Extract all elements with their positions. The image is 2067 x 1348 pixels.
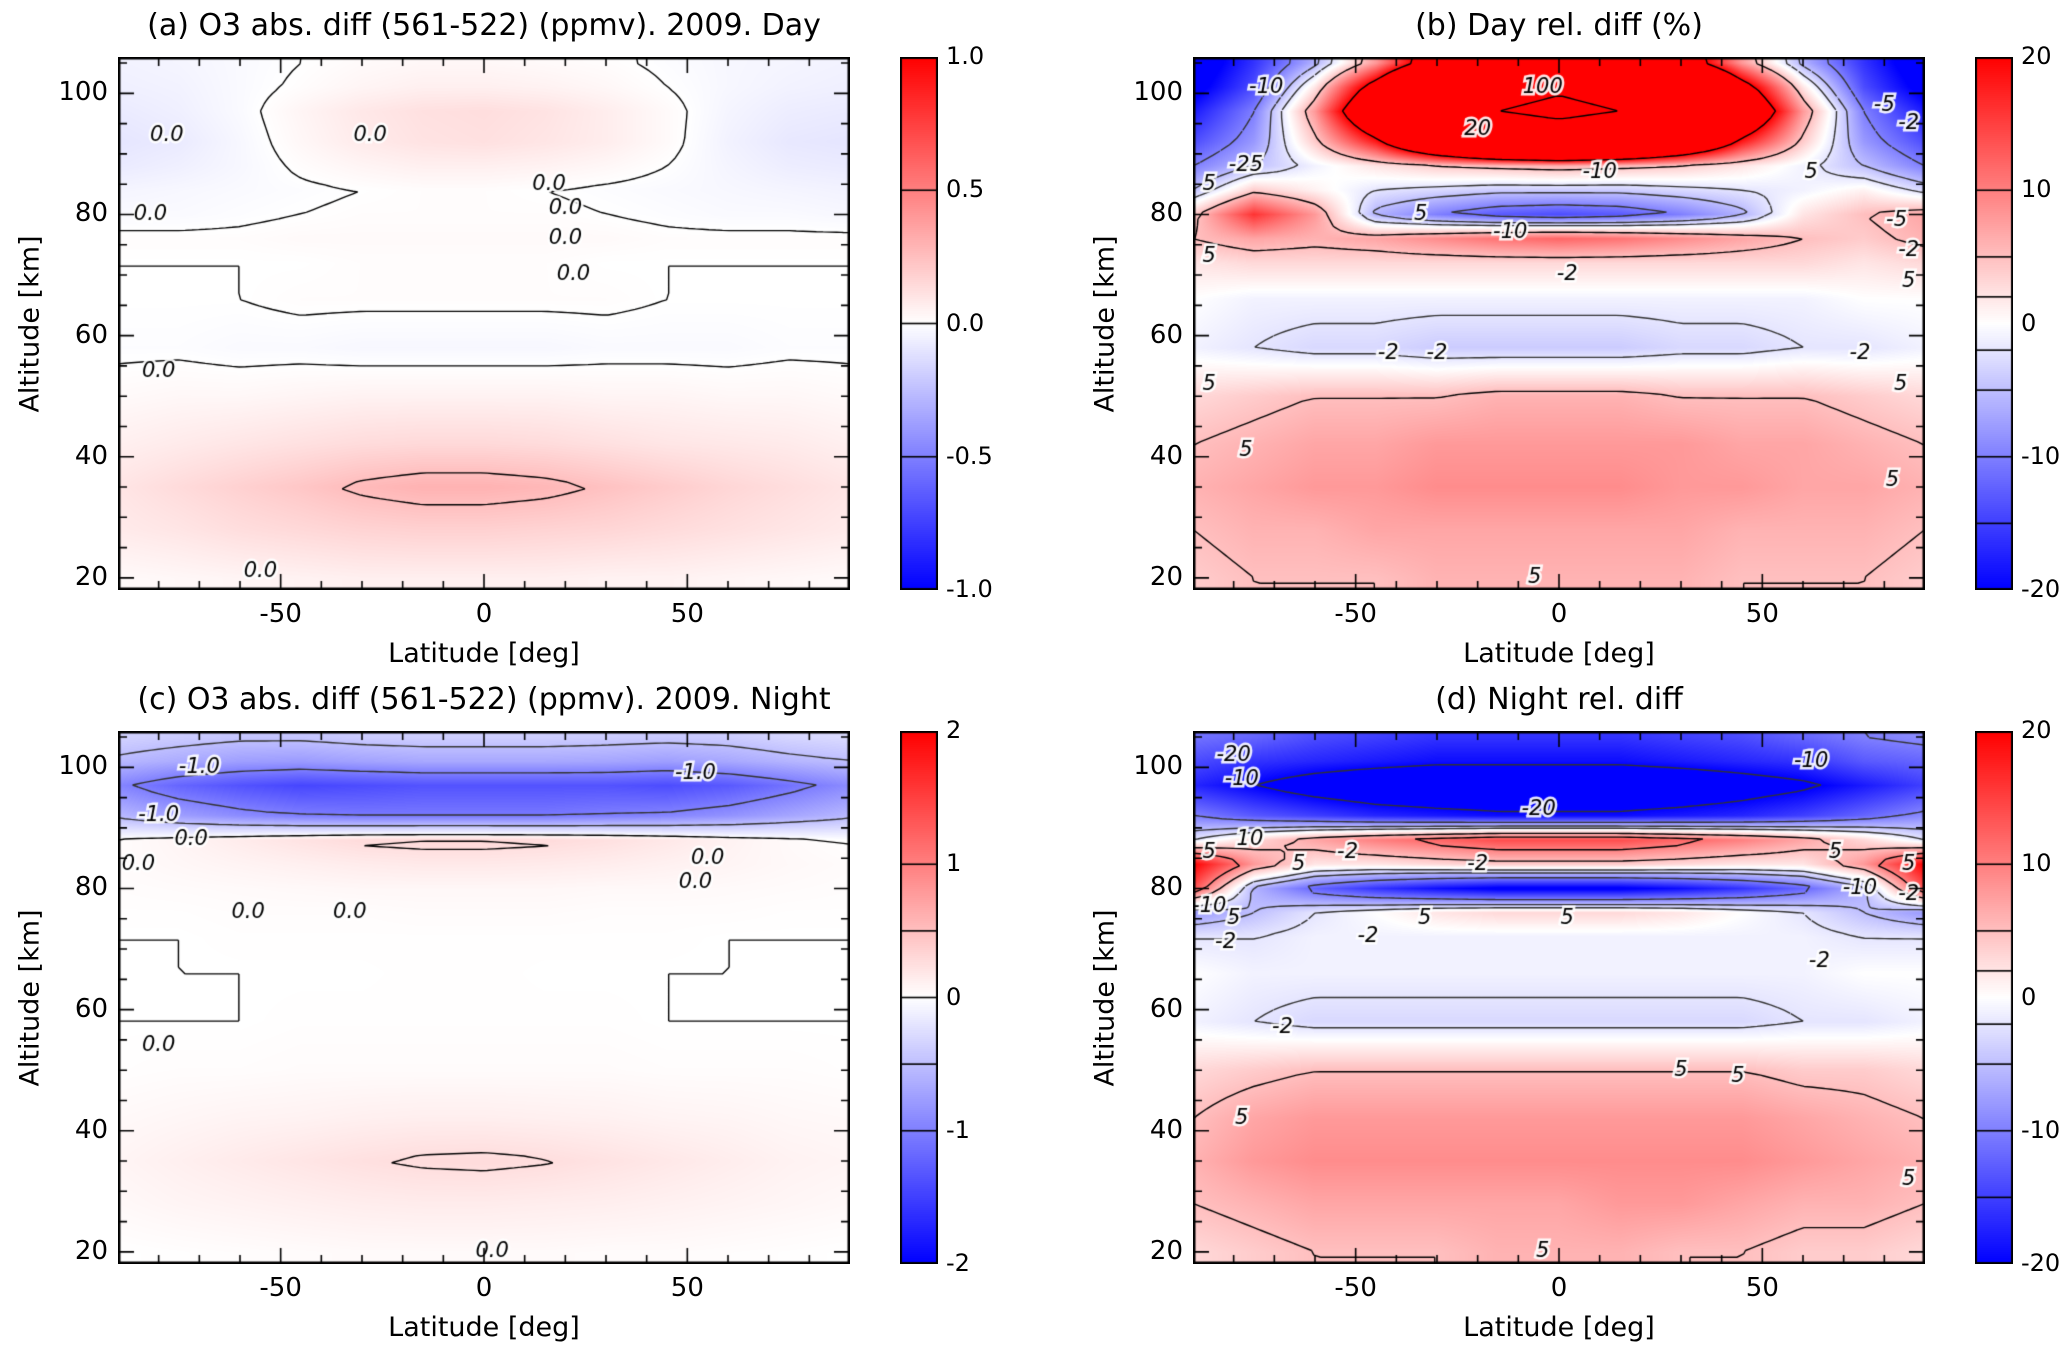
y-tick-label: 100 [1133, 77, 1183, 108]
panel-c-title: (c) O3 abs. diff (561-522) (ppmv). 2009.… [137, 682, 831, 717]
panel-b-title: (b) Day rel. diff (%) [1415, 8, 1703, 43]
panel-b: (b) Day rel. diff (%) Altitude [km] Lati… [1075, 0, 2065, 674]
colorbar-tick-label: 0 [2021, 982, 2037, 1011]
panel-c-plot-canvas [118, 731, 850, 1264]
y-tick-label: 80 [1149, 198, 1183, 229]
colorbar-tick-label: -20 [2021, 575, 2061, 603]
panel-a-x-axis-label: Latitude [deg] [388, 638, 580, 669]
x-tick-label: 50 [670, 599, 704, 629]
x-tick-label: 50 [1745, 1273, 1779, 1303]
colorbar-tick-label: 0.0 [946, 308, 985, 337]
y-tick-label: 20 [1149, 1235, 1183, 1266]
colorbar-tick-label: 0 [946, 982, 962, 1011]
y-tick-label: 60 [74, 993, 108, 1024]
y-tick-label: 20 [74, 561, 108, 592]
y-tick-label: 80 [74, 872, 108, 903]
panel-a-plot-canvas [118, 57, 850, 590]
colorbar-tick-label: -20 [2021, 1249, 2061, 1277]
y-tick-label: 60 [1149, 993, 1183, 1024]
panel-b-colorbar-canvas [1975, 57, 2013, 590]
colorbar-tick-label: 20 [2021, 716, 2052, 744]
panel-a-colorbar-canvas [900, 57, 938, 590]
panel-b-plot-canvas [1193, 57, 1925, 590]
panel-c: (c) O3 abs. diff (561-522) (ppmv). 2009.… [0, 674, 990, 1348]
panel-c-colorbar-canvas [900, 731, 938, 1264]
panel-d-title: (d) Night rel. diff [1435, 682, 1683, 717]
x-tick-label: -50 [1334, 599, 1377, 629]
panel-d-plot-canvas [1193, 731, 1925, 1264]
colorbar-tick-label: 10 [2021, 175, 2052, 204]
y-tick-label: 20 [74, 1235, 108, 1266]
y-tick-label: 20 [1149, 561, 1183, 592]
colorbar-tick-label: 1 [946, 849, 962, 878]
x-tick-label: 50 [670, 1273, 704, 1303]
y-tick-label: 40 [1149, 440, 1183, 471]
x-tick-label: 0 [475, 599, 493, 629]
x-tick-label: 0 [1550, 599, 1568, 629]
y-tick-label: 100 [58, 751, 108, 782]
y-tick-label: 60 [1149, 319, 1183, 350]
x-tick-label: 0 [1550, 1273, 1568, 1303]
colorbar-tick-label: -0.5 [946, 441, 993, 470]
panel-d-colorbar-canvas [1975, 731, 2013, 1264]
x-tick-label: 0 [475, 1273, 493, 1303]
panel-a-title: (a) O3 abs. diff (561-522) (ppmv). 2009.… [147, 8, 821, 43]
panel-b-x-axis-label: Latitude [deg] [1463, 638, 1655, 669]
colorbar-tick-label: 20 [2021, 42, 2052, 70]
x-tick-label: 50 [1745, 599, 1779, 629]
y-tick-label: 60 [74, 319, 108, 350]
panel-c-x-axis-label: Latitude [deg] [388, 1312, 580, 1343]
y-tick-label: 40 [74, 440, 108, 471]
colorbar-tick-label: 10 [2021, 849, 2052, 878]
colorbar-tick-label: 1.0 [946, 42, 985, 70]
y-tick-label: 40 [1149, 1114, 1183, 1145]
y-tick-label: 100 [58, 77, 108, 108]
panel-d-x-axis-label: Latitude [deg] [1463, 1312, 1655, 1343]
y-tick-label: 80 [74, 198, 108, 229]
panel-d: (d) Night rel. diff Altitude [km] Latitu… [1075, 674, 2065, 1348]
colorbar-tick-label: -10 [2021, 441, 2061, 470]
y-tick-label: 100 [1133, 751, 1183, 782]
colorbar-tick-label: 2 [946, 716, 962, 744]
colorbar-tick-label: -1 [946, 1115, 970, 1144]
x-tick-label: -50 [259, 599, 302, 629]
y-tick-label: 80 [1149, 872, 1183, 903]
x-tick-label: -50 [1334, 1273, 1377, 1303]
colorbar-tick-label: -2 [946, 1249, 970, 1277]
panel-a: (a) O3 abs. diff (561-522) (ppmv). 2009.… [0, 0, 993, 674]
colorbar-tick-label: -10 [2021, 1115, 2061, 1144]
colorbar-tick-label: 0 [2021, 308, 2037, 337]
x-tick-label: -50 [259, 1273, 302, 1303]
y-tick-label: 40 [74, 1114, 108, 1145]
colorbar-tick-label: 0.5 [946, 175, 985, 204]
colorbar-tick-label: -1.0 [946, 575, 993, 603]
